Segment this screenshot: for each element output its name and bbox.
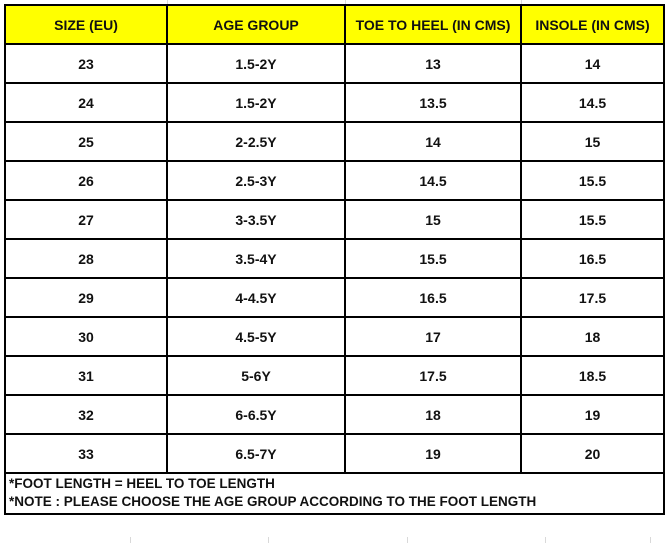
cell-insole: 17.5 [520,277,665,318]
cell-insole: 14.5 [520,82,665,123]
table-body: 23 1.5-2Y 13 14 24 1.5-2Y 13.5 14.5 25 2-2.5Y 14 15… [4,43,665,474]
cell-size-eu: 31 [4,355,168,396]
gridline [268,537,269,543]
notes-row: *FOOT LENGTH = HEEL TO TOE LENGTH *NOTE :… [4,472,665,515]
table-row: 31 5-6Y 17.5 18.5 [4,355,665,396]
cell-age-group: 4-4.5Y [166,277,346,318]
cell-size-eu: 30 [4,316,168,357]
cell-size-eu: 23 [4,43,168,84]
cell-toe-to-heel: 18 [344,394,522,435]
cell-toe-to-heel: 13 [344,43,522,84]
cell-toe-to-heel: 14 [344,121,522,162]
gridline [521,0,522,5]
table-row: 30 4.5-5Y 17 18 [4,316,665,357]
table-row: 27 3-3.5Y 15 15.5 [4,199,665,240]
cell-age-group: 3-3.5Y [166,199,346,240]
cell-toe-to-heel: 16.5 [344,277,522,318]
cell-size-eu: 27 [4,199,168,240]
table-row: 33 6.5-7Y 19 20 [4,433,665,474]
table-footer: *FOOT LENGTH = HEEL TO TOE LENGTH *NOTE :… [4,472,665,515]
table-row: 25 2-2.5Y 14 15 [4,121,665,162]
table-row: 26 2.5-3Y 14.5 15.5 [4,160,665,201]
gridline [650,537,651,543]
gridline [130,537,131,543]
cell-insole: 15 [520,121,665,162]
gridline [545,537,546,543]
cell-age-group: 2-2.5Y [166,121,346,162]
cell-insole: 18 [520,316,665,357]
cell-size-eu: 26 [4,160,168,201]
cell-toe-to-heel: 17.5 [344,355,522,396]
cell-age-group: 3.5-4Y [166,238,346,279]
header-toe-to-heel: TOE TO HEEL (IN CMS) [344,4,522,45]
header-age-group: AGE GROUP [166,4,346,45]
table-header-row: SIZE (EU) AGE GROUP TOE TO HEEL (IN CMS) IN… [4,4,665,45]
cell-toe-to-heel: 17 [344,316,522,357]
table-row: 32 6-6.5Y 18 19 [4,394,665,435]
cell-age-group: 6.5-7Y [166,433,346,474]
cell-toe-to-heel: 15.5 [344,238,522,279]
cell-age-group: 4.5-5Y [166,316,346,357]
cell-size-eu: 29 [4,277,168,318]
cell-age-group: 2.5-3Y [166,160,346,201]
cell-toe-to-heel: 15 [344,199,522,240]
cell-size-eu: 25 [4,121,168,162]
cell-insole: 16.5 [520,238,665,279]
notes-cell: *FOOT LENGTH = HEEL TO TOE LENGTH *NOTE :… [4,472,665,515]
cell-insole: 20 [520,433,665,474]
cell-insole: 14 [520,43,665,84]
cell-age-group: 1.5-2Y [166,43,346,84]
cell-age-group: 5-6Y [166,355,346,396]
cell-insole: 15.5 [520,199,665,240]
cell-toe-to-heel: 14.5 [344,160,522,201]
table-row: 28 3.5-4Y 15.5 16.5 [4,238,665,279]
header-size-eu: SIZE (EU) [4,4,168,45]
note-line: *NOTE : PLEASE CHOOSE THE AGE GROUP ACCO… [9,494,537,509]
cell-age-group: 6-6.5Y [166,394,346,435]
cell-size-eu: 28 [4,238,168,279]
gridline [167,0,168,5]
header-row: SIZE (EU) AGE GROUP TOE TO HEEL (IN CMS) IN… [4,4,665,45]
cell-toe-to-heel: 13.5 [344,82,522,123]
table-row: 24 1.5-2Y 13.5 14.5 [4,82,665,123]
header-insole: INSOLE (IN CMS) [520,4,665,45]
cell-size-eu: 24 [4,82,168,123]
cell-insole: 18.5 [520,355,665,396]
cell-toe-to-heel: 19 [344,433,522,474]
cell-size-eu: 32 [4,394,168,435]
gridline [407,537,408,543]
note-line: *FOOT LENGTH = HEEL TO TOE LENGTH [9,476,275,491]
cell-insole: 15.5 [520,160,665,201]
cell-age-group: 1.5-2Y [166,82,346,123]
cell-size-eu: 33 [4,433,168,474]
table-row: 23 1.5-2Y 13 14 [4,43,665,84]
shoe-size-chart-table: SIZE (EU) AGE GROUP TOE TO HEEL (IN CMS) IN… [4,4,665,515]
table-row: 29 4-4.5Y 16.5 17.5 [4,277,665,318]
gridline [345,0,346,5]
cell-insole: 19 [520,394,665,435]
